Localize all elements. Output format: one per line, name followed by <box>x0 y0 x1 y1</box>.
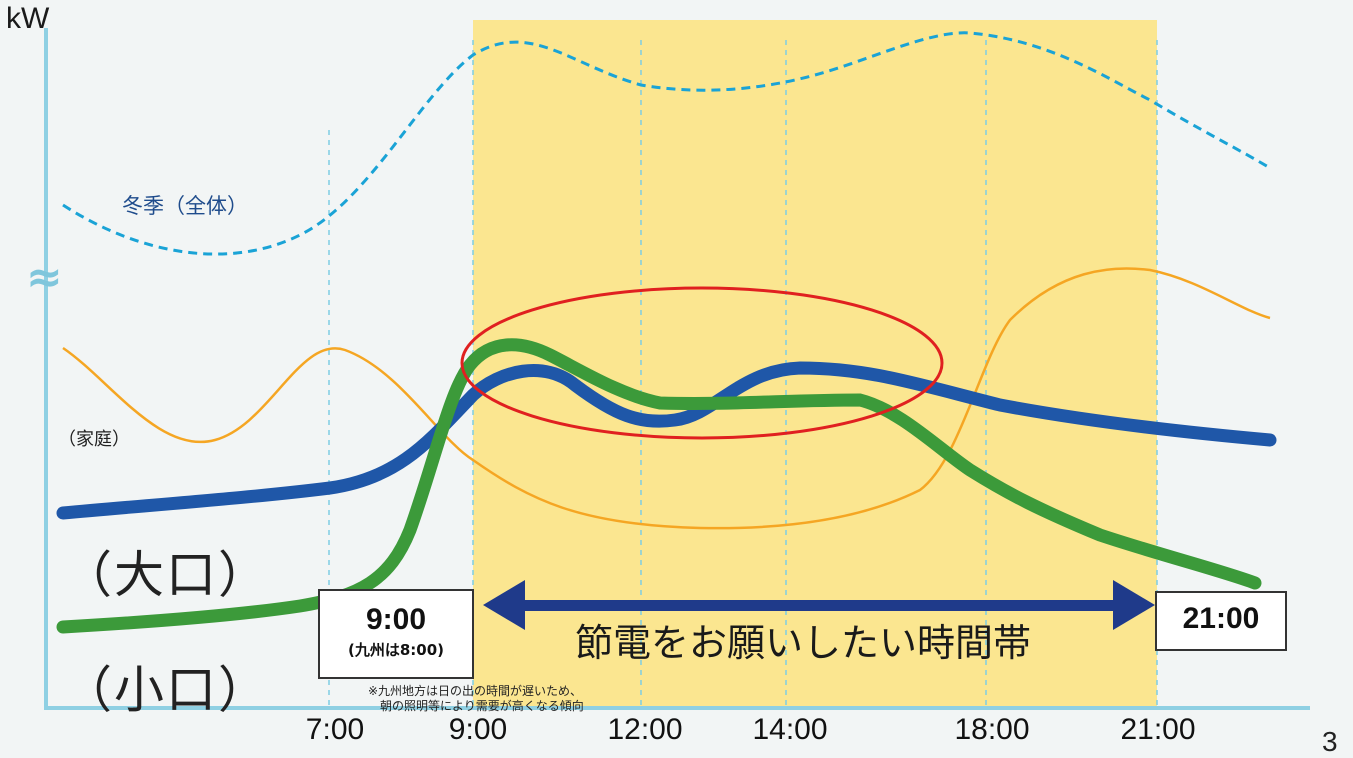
band-end-box: 21:00 <box>1155 591 1287 651</box>
band-start-box: 9:00 (九州は8:00) <box>318 589 474 679</box>
x-tick-label: 12:00 <box>607 713 682 747</box>
unit-label: kW <box>6 2 49 36</box>
series-label-large: （大口） <box>62 535 270 607</box>
band-end-time: 21:00 <box>1157 602 1285 636</box>
x-tick-label: 21:00 <box>1120 713 1195 747</box>
axis-break-symbol: ≈ <box>26 252 63 303</box>
series-label-winter: 冬季（全体） <box>122 190 248 220</box>
x-tick-label: 14:00 <box>752 713 827 747</box>
series-label-small: （小口） <box>62 650 270 722</box>
highlight-band-label: 節電をお願いしたい時間帯 <box>575 612 1031 667</box>
series-label-household: （家庭） <box>58 425 130 451</box>
band-start-time: 9:00 <box>320 603 472 637</box>
page-number: 3 <box>1322 726 1338 758</box>
footnote-line-2: 朝の照明等により需要が高くなる傾向 <box>368 699 584 714</box>
x-tick-label: 7:00 <box>306 713 364 747</box>
footnote-line-1: ※九州地方は日の出の時間が遅いため、 <box>368 684 584 699</box>
footnote: ※九州地方は日の出の時間が遅いため、 朝の照明等により需要が高くなる傾向 <box>368 684 584 714</box>
x-tick-label: 18:00 <box>954 713 1029 747</box>
x-tick-label: 9:00 <box>449 713 507 747</box>
band-start-note: (九州は8:00) <box>320 639 472 660</box>
